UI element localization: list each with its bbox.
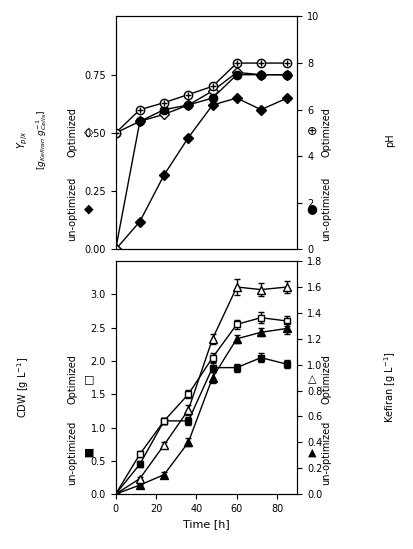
Text: un-optimized: un-optimized — [67, 421, 77, 485]
Text: ●: ● — [306, 202, 317, 215]
X-axis label: Time [h]: Time [h] — [183, 519, 230, 529]
Text: un-optimized: un-optimized — [321, 421, 331, 485]
Text: Optimized: Optimized — [321, 354, 331, 404]
Text: △: △ — [308, 374, 316, 384]
Text: $Y_{p/x}$: $Y_{p/x}$ — [16, 131, 30, 149]
Text: [$g_{Kefiran}$ $g^{-1}_{Cells}$]: [$g_{Kefiran}$ $g^{-1}_{Cells}$] — [34, 110, 49, 170]
Text: un-optimized: un-optimized — [67, 176, 77, 241]
Text: ▲: ▲ — [308, 448, 316, 458]
Text: ◆: ◆ — [84, 202, 94, 215]
Text: Kefiran [g L$^{-1}$]: Kefiran [g L$^{-1}$] — [382, 351, 398, 423]
Text: □: □ — [83, 374, 94, 384]
Text: Optimized: Optimized — [321, 107, 331, 156]
Text: ■: ■ — [83, 448, 94, 458]
Text: Optimized: Optimized — [67, 354, 77, 404]
Text: CDW [g L$^{-1}$]: CDW [g L$^{-1}$] — [15, 356, 31, 418]
Text: un-optimized: un-optimized — [321, 176, 331, 241]
Text: ⊕: ⊕ — [306, 125, 317, 138]
Text: pH: pH — [385, 133, 395, 147]
Text: Optimized: Optimized — [67, 107, 77, 156]
Text: ◇: ◇ — [84, 125, 94, 138]
